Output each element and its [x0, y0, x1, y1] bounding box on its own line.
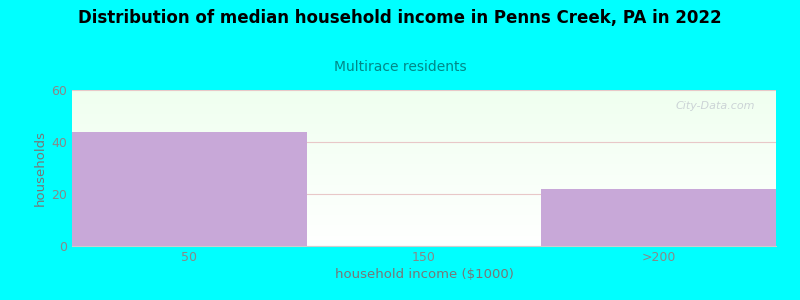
Text: City-Data.com: City-Data.com	[675, 101, 755, 111]
X-axis label: household income ($1000): household income ($1000)	[334, 268, 514, 281]
Bar	[542, 189, 776, 246]
Text: Multirace residents: Multirace residents	[334, 60, 466, 74]
Y-axis label: households: households	[34, 130, 47, 206]
Bar	[72, 132, 306, 246]
Text: Distribution of median household income in Penns Creek, PA in 2022: Distribution of median household income …	[78, 9, 722, 27]
